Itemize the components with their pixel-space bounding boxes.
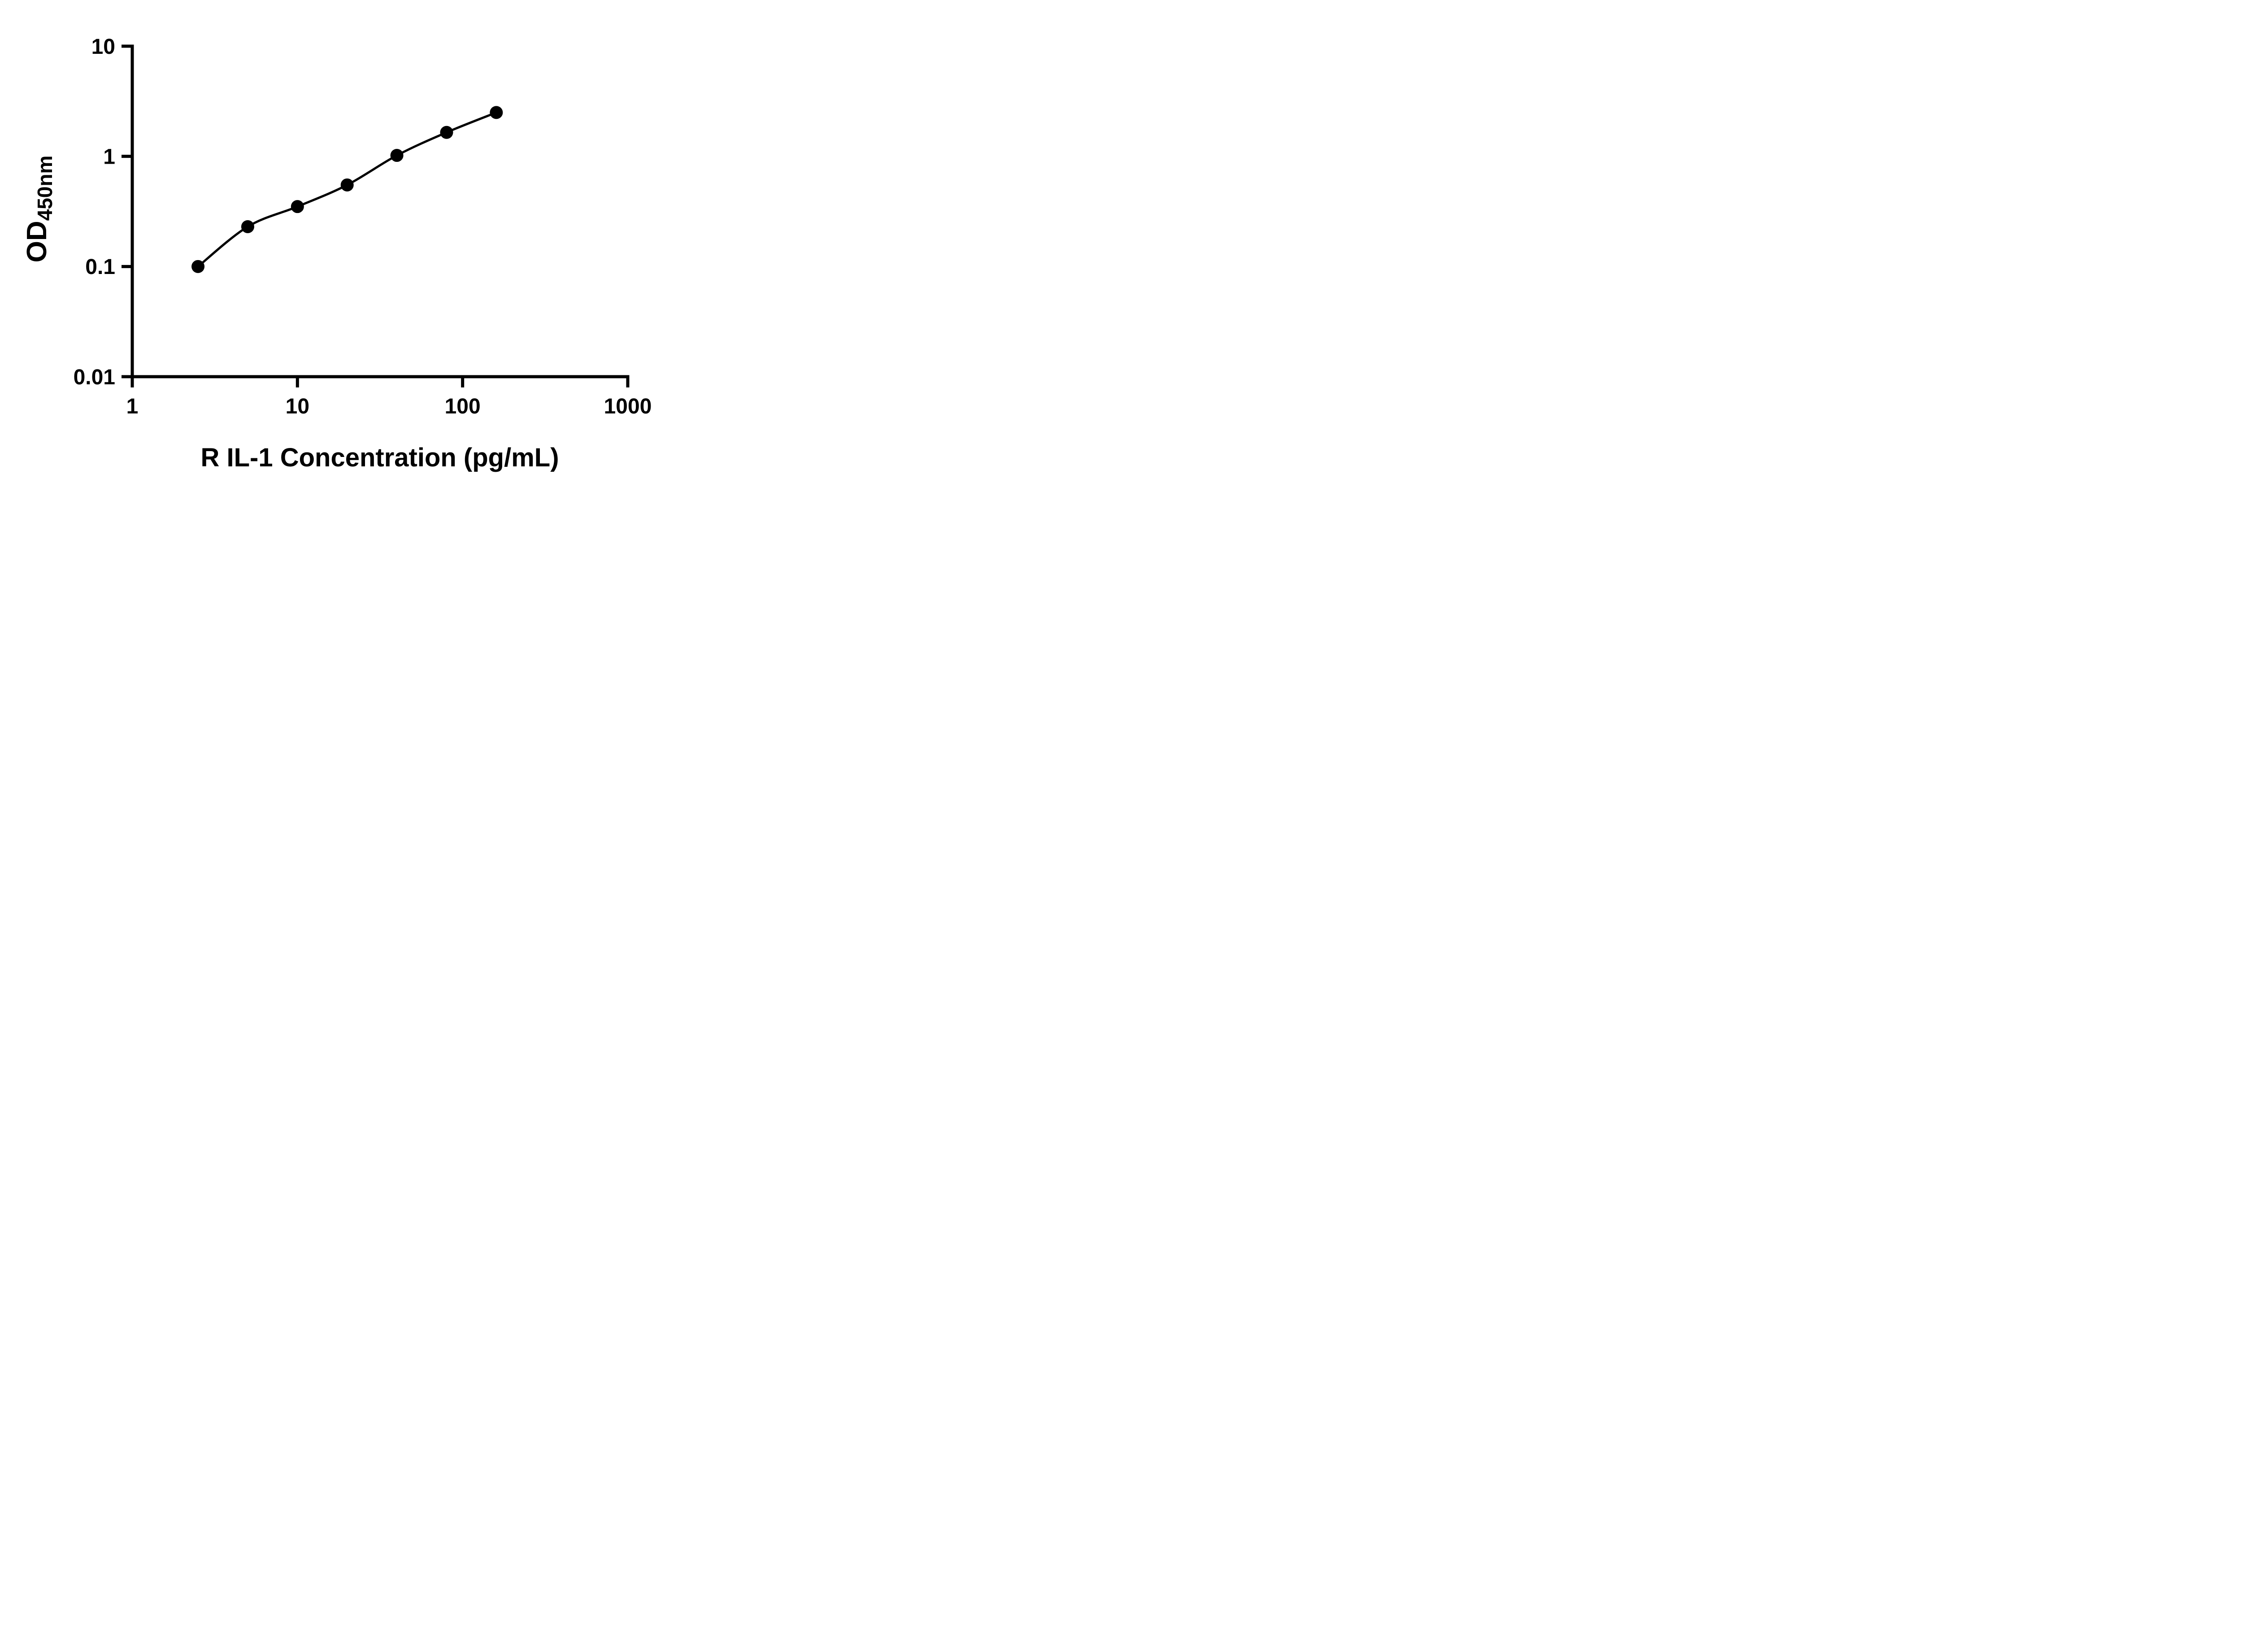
elisa-standard-curve-figure: 0.01 0.1 1 10 1 10 100 1000 OD450nm R IL-1 Conc… (0, 0, 691, 496)
x-tick-label: 10 (286, 395, 309, 418)
y-tick-label: 10 (91, 35, 115, 59)
data-point-marker (440, 126, 453, 139)
y-tick-label: 1 (103, 145, 115, 169)
data-point-marker (241, 220, 254, 233)
data-point-marker (340, 178, 354, 191)
x-axis-label: R IL-1 Concentration (pg/mL) (200, 443, 559, 472)
axes (130, 44, 630, 378)
axis-ticks (122, 44, 630, 387)
data-point-marker (390, 149, 404, 162)
y-tick-label: 0.1 (85, 255, 115, 279)
data-points (191, 106, 503, 273)
standard-curve-chart: 0.01 0.1 1 10 1 10 100 1000 OD450nm R IL-1 Conc… (22, 35, 652, 472)
y-axis-label-subscript: 450nm (33, 156, 56, 221)
data-point-marker (490, 106, 503, 119)
data-point-marker (291, 200, 304, 213)
x-tick-label: 1 (126, 395, 139, 418)
y-axis-label-main: OD (22, 221, 52, 262)
y-tick-label: 0.01 (74, 365, 115, 389)
axis-tick-labels: 0.01 0.1 1 10 1 10 100 1000 (74, 35, 652, 418)
x-tick-label: 1000 (604, 395, 652, 418)
x-tick-label: 100 (445, 395, 481, 418)
data-point-marker (191, 260, 205, 273)
y-axis-label: OD450nm (22, 156, 56, 263)
